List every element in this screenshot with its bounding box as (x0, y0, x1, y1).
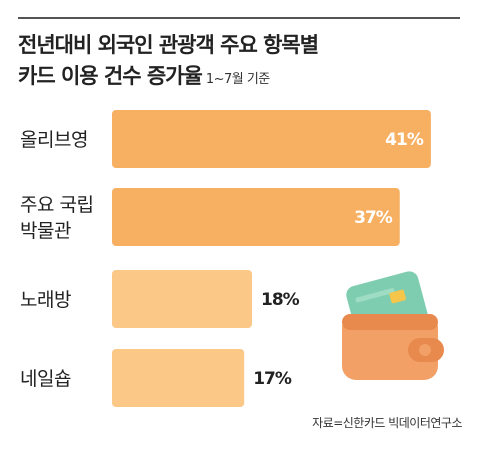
category-label-1: 올리브영 (20, 129, 88, 151)
chart-title: 전년대비 외국인 관광객 주요 항목별 카드 이용 건수 증가율 1~7월 기준 (18, 30, 319, 95)
source-note: 자료=신한카드 빅데이터연구소 (312, 416, 462, 430)
value-label-2: 37% (354, 208, 393, 228)
bar-2 (112, 188, 400, 246)
value-label-1: 41% (385, 130, 424, 150)
period-note: 1~7월 기준 (205, 72, 270, 87)
wallet-button (419, 344, 431, 356)
top-rule (18, 17, 460, 19)
wallet-body (342, 314, 438, 380)
wallet-rim (342, 314, 438, 330)
wallet-with-card-icon (342, 271, 444, 380)
category-label-3: 노래방 (20, 289, 71, 311)
category-label-2-line-2: 박물관 (20, 220, 71, 242)
title-line-2-text: 카드 이용 건수 증가율 (18, 64, 203, 88)
title-line-1: 전년대비 외국인 관광객 주요 항목별 (18, 33, 319, 57)
bar-1 (112, 110, 431, 168)
bar-3 (112, 270, 252, 328)
category-label-4: 네일숍 (20, 368, 71, 390)
title-line-2: 카드 이용 건수 증가율 1~7월 기준 (18, 61, 318, 95)
card-chip (389, 289, 406, 304)
value-label-3: 18% (261, 290, 300, 310)
value-label-4: 17% (253, 369, 292, 389)
category-label-2-line-1: 주요 국립 (20, 194, 93, 216)
bar-4 (112, 349, 245, 407)
card-stripe (355, 288, 395, 303)
